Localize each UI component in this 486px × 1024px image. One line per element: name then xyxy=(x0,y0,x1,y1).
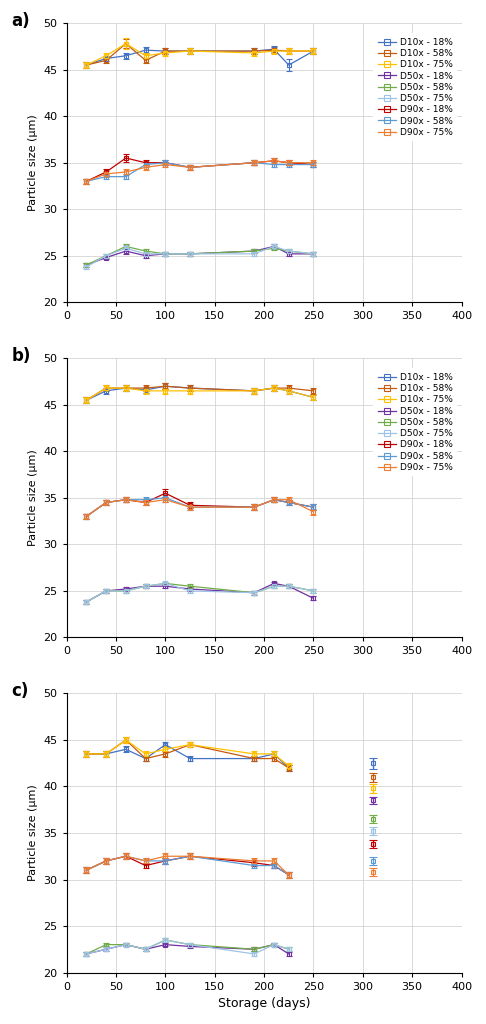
Text: c): c) xyxy=(11,682,29,700)
Text: b): b) xyxy=(11,347,31,366)
Y-axis label: Particle size (μm): Particle size (μm) xyxy=(28,115,38,211)
Text: a): a) xyxy=(11,12,30,30)
Legend: D10x - 18%, D10x - 58%, D10x - 75%, D50x - 18%, D50x - 58%, D50x - 75%, D90x - 1: D10x - 18%, D10x - 58%, D10x - 75%, D50x… xyxy=(373,369,457,476)
Legend: D10x - 18%, D10x - 58%, D10x - 75%, D50x - 18%, D50x - 58%, D50x - 75%, D90x - 1: D10x - 18%, D10x - 58%, D10x - 75%, D50x… xyxy=(373,33,457,141)
Y-axis label: Particle size (μm): Particle size (μm) xyxy=(28,450,38,546)
X-axis label: Storage (days): Storage (days) xyxy=(218,997,311,1010)
Y-axis label: Particle size (μm): Particle size (μm) xyxy=(28,784,38,882)
